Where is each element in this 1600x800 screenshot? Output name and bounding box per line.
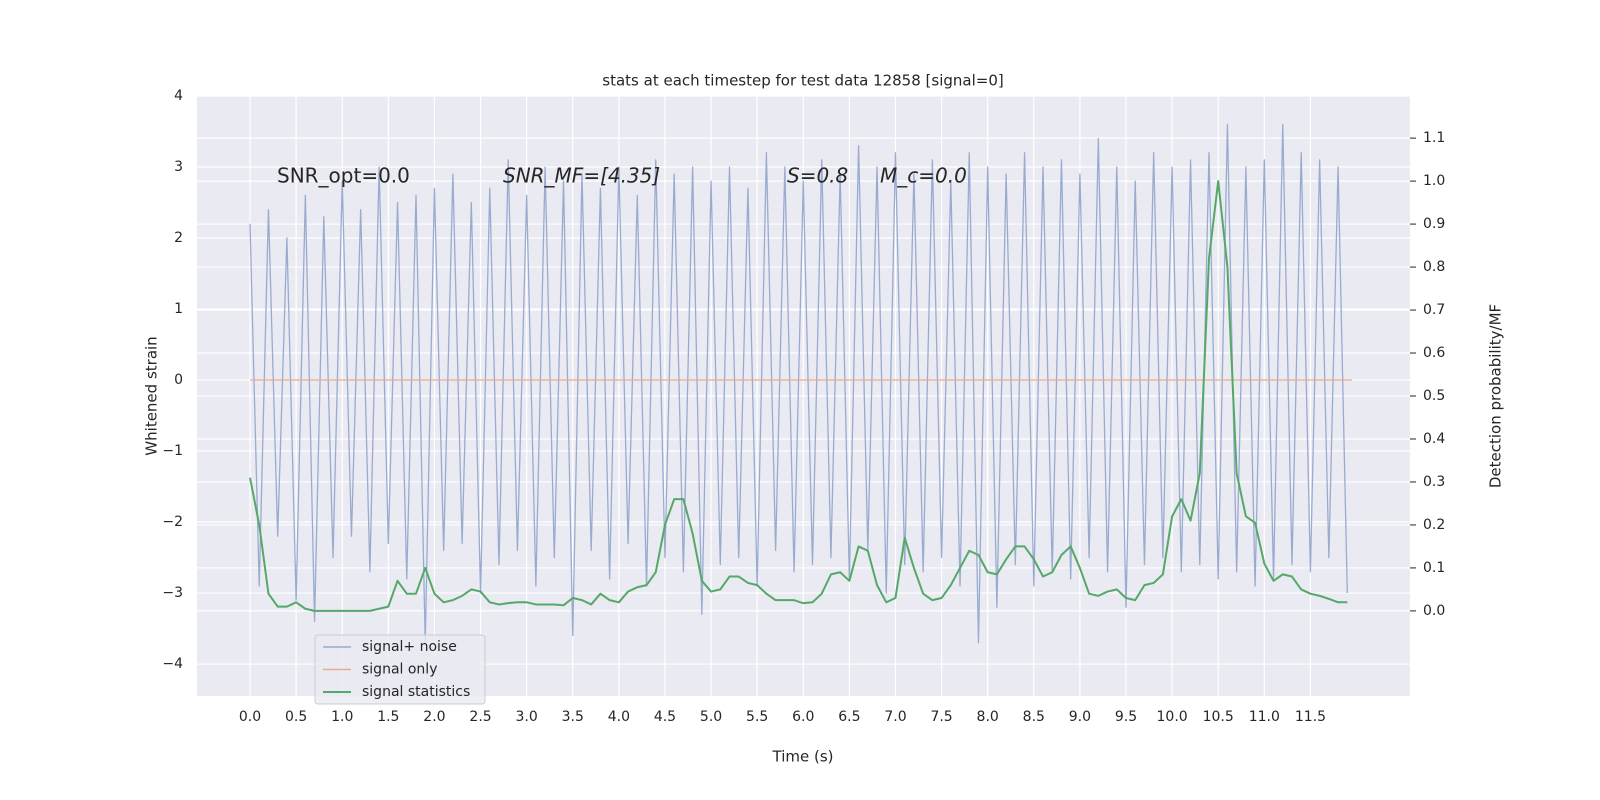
y2-tick-label: 0.0 [1423, 603, 1445, 619]
x-tick-label: 7.5 [930, 709, 952, 725]
x-tick-label: 11.5 [1295, 709, 1326, 725]
x-tick-label: 10.5 [1203, 709, 1234, 725]
y-tick-label: −3 [162, 585, 183, 601]
y-tick-label: −1 [162, 443, 183, 459]
y-axis-label: Whitened strain [143, 336, 161, 455]
y2-tick-label: 0.3 [1423, 474, 1445, 490]
x-tick-label: 2.0 [423, 709, 445, 725]
series-line [249, 123, 1348, 644]
y2-axis-label: Detection probability/MF [1487, 304, 1505, 488]
x-tick-label: 8.0 [977, 709, 999, 725]
y-tick-label: −4 [162, 656, 183, 672]
legend: signal+ noise signal only signal statistic… [314, 634, 486, 705]
x-tick-label: 9.0 [1069, 709, 1091, 725]
x-tick-label: 6.0 [792, 709, 814, 725]
chart-title: stats at each timestep for test data 128… [602, 72, 1003, 90]
y-tick-label: 4 [174, 88, 183, 104]
x-tick-label: 4.5 [654, 709, 676, 725]
y-tick-label: 2 [174, 230, 183, 246]
annotation: SNR_opt=0.0 [277, 164, 410, 188]
x-tick-label: 2.5 [469, 709, 491, 725]
marks [249, 123, 1352, 644]
y2-tick-label: 1.1 [1423, 130, 1445, 146]
legend-label: signal only [362, 662, 437, 678]
y2-tick-label: 0.9 [1423, 216, 1445, 232]
x-tick-label: 6.5 [838, 709, 860, 725]
x-tick-label: 7.0 [884, 709, 906, 725]
legend-label: signal+ noise [362, 639, 457, 655]
x-tick-label: 11.0 [1249, 709, 1280, 725]
x-tick-label: 5.0 [700, 709, 722, 725]
legend-label: signal statistics [362, 684, 470, 700]
x-tick-label: 3.0 [516, 709, 538, 725]
x-tick-label: 0.5 [285, 709, 307, 725]
annotation: SNR_MF=[4.35] [503, 164, 660, 188]
y-tick-label: 0 [174, 372, 183, 388]
y2-tick-label: 0.6 [1423, 345, 1445, 361]
y-tick-label: 3 [174, 159, 183, 175]
x-tick-label: 4.0 [608, 709, 630, 725]
annotation: S=0.8 [787, 164, 848, 188]
y-tick-label: 1 [174, 301, 183, 317]
y2-tick-label: 0.2 [1423, 517, 1445, 533]
x-tick-label: 3.5 [562, 709, 584, 725]
x-tick-label: 10.0 [1157, 709, 1188, 725]
x-tick-label: 0.0 [239, 709, 261, 725]
annotation: M_c=0.0 [880, 164, 967, 188]
y2-tick-label: 0.7 [1423, 302, 1445, 318]
x-tick-label: 9.5 [1115, 709, 1137, 725]
y2-tick-label: 0.5 [1423, 388, 1445, 404]
y-tick-label: −2 [162, 514, 183, 530]
y2-tick-label: 0.4 [1423, 431, 1445, 447]
y2-tick-label: 1.0 [1423, 173, 1445, 189]
x-tick-label: 1.0 [331, 709, 353, 725]
x-axis-label: Time (s) [772, 748, 834, 766]
y2-tick-label: 0.8 [1423, 259, 1445, 275]
x-tick-label: 5.5 [746, 709, 768, 725]
y2-tick-label: 0.1 [1423, 560, 1445, 576]
x-tick-label: 1.5 [377, 709, 399, 725]
legend-box [314, 634, 486, 705]
series-line [249, 180, 1348, 612]
x-tick-label: 8.5 [1023, 709, 1045, 725]
